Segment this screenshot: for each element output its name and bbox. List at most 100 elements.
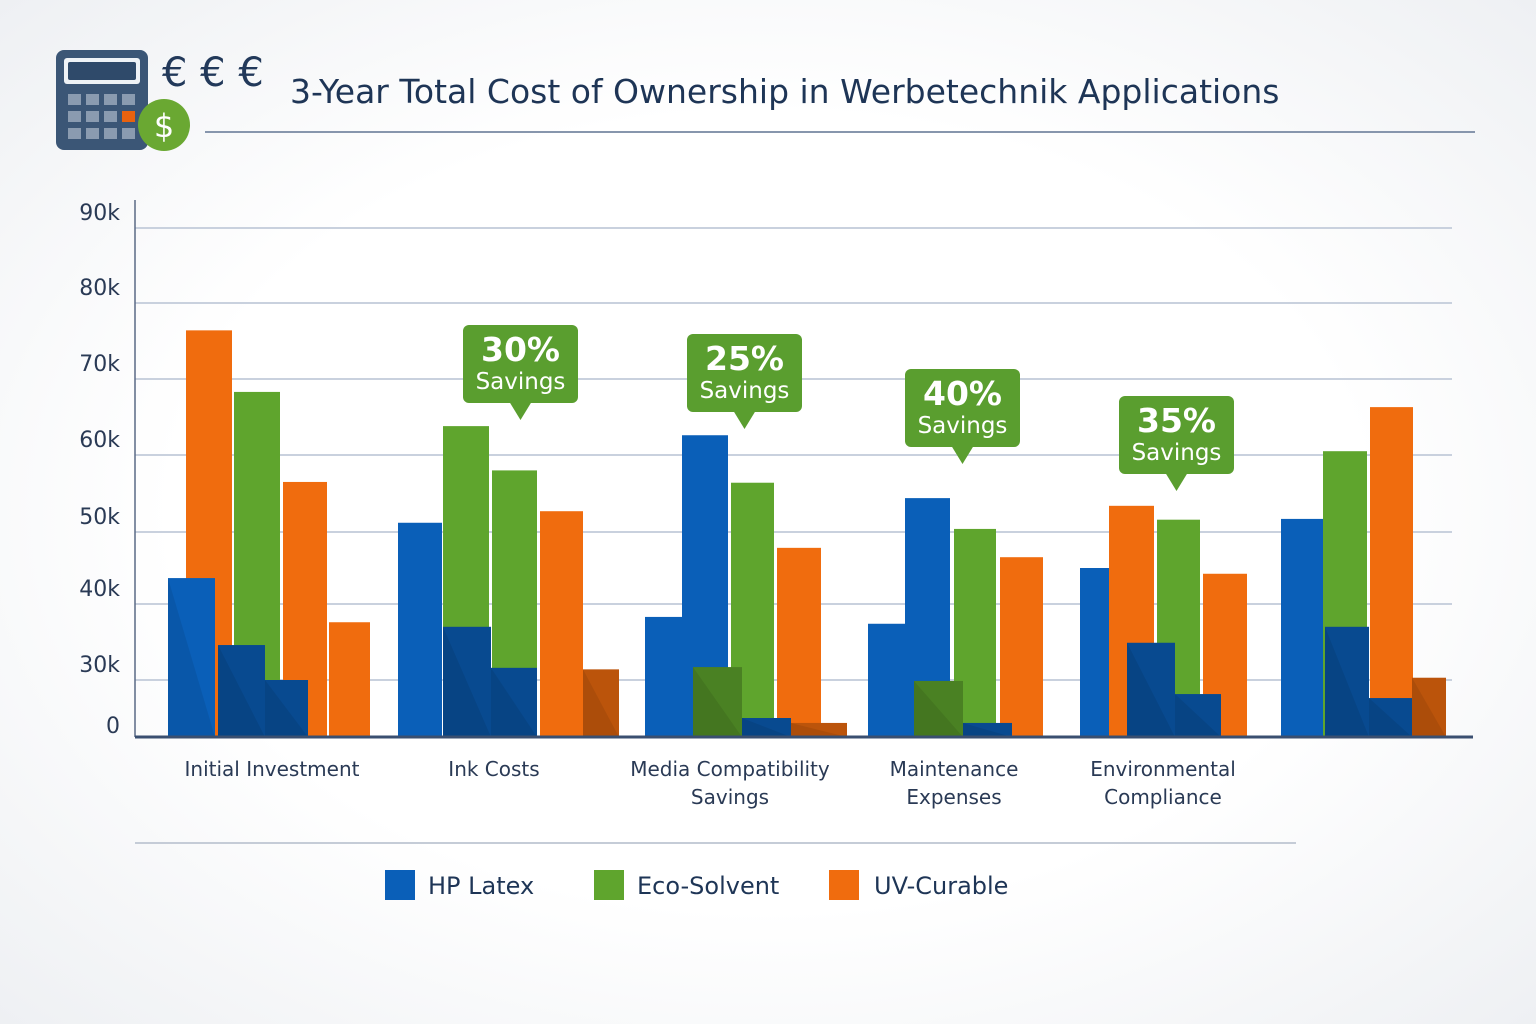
bar-hp-latex-front (1175, 694, 1221, 737)
y-tick-label: 60k (79, 428, 120, 453)
legend-item-eco-solvent: Eco-Solvent (594, 870, 779, 900)
bar-hp-latex-front (168, 578, 215, 737)
bars (168, 330, 1446, 737)
savings-callout: 35%Savings (1119, 396, 1234, 491)
bar-eco-solvent-front (693, 667, 742, 737)
bar-shadow (168, 578, 215, 737)
callout-percent: 30% (481, 330, 560, 369)
bar-shadow (583, 669, 619, 737)
callout-box (1119, 396, 1234, 474)
bar-uv-curable-front (791, 722, 847, 737)
y-tick-label: 80k (79, 276, 120, 301)
bar-group-6 (1281, 407, 1446, 737)
bar-hp-latex-front (1369, 698, 1412, 737)
bar-hp-latex-front (265, 680, 308, 737)
bar-hp-latex-front (742, 718, 791, 737)
bar-group-1 (168, 330, 370, 737)
callout-label: Savings (918, 413, 1008, 439)
bar-shadow (1127, 642, 1175, 737)
bar-uv-curable (1370, 407, 1413, 737)
callout-label: Savings (476, 369, 566, 395)
bar-uv-curable-front (583, 669, 619, 737)
y-tick-label: 0 (106, 714, 120, 739)
bar-group-4 (868, 498, 1043, 737)
y-tick-label: 30k (79, 653, 120, 678)
legend-label: HP Latex (428, 872, 534, 900)
bar-hp-latex-front (1325, 626, 1369, 737)
savings-callout: 30%Savings (463, 325, 578, 420)
bar-hp-latex-front (218, 645, 265, 737)
callout-pointer (1165, 473, 1188, 491)
legend-swatch (594, 870, 624, 900)
bar-shadow (443, 626, 491, 737)
x-category-label: Initial Investment (185, 757, 360, 781)
bar-eco-solvent-front (914, 680, 963, 737)
bar-hp-latex-front (963, 722, 1012, 737)
x-category-label: Media Compatibility (630, 757, 830, 781)
callout-percent: 35% (1137, 401, 1216, 440)
bar-hp-latex-front (443, 626, 491, 737)
legend-label: Eco-Solvent (637, 872, 779, 900)
bar-shadow (963, 722, 1012, 737)
bar-shadow (218, 645, 265, 737)
bar-shadow (1175, 694, 1221, 737)
bar-group-2 (398, 426, 619, 737)
bar-shadow (1369, 698, 1412, 737)
bar-group-5 (1080, 505, 1247, 737)
legend-label: UV-Curable (874, 872, 1008, 900)
x-category-label: Environmental (1090, 757, 1236, 781)
y-tick-label: 50k (79, 505, 120, 530)
y-tick-label: 70k (79, 352, 120, 377)
y-tick-label: 90k (79, 201, 120, 226)
svg-text:$: $ (154, 107, 174, 145)
bar-uv-curable (777, 547, 821, 737)
bar-hp-latex-front (1127, 642, 1175, 737)
bar-hp-latex-front (491, 667, 537, 737)
savings-callout: 40%Savings (905, 369, 1020, 464)
dollar-coin-icon: $ (138, 99, 190, 151)
legend-item-hp-latex: HP Latex (385, 870, 534, 900)
callout-pointer (509, 402, 532, 420)
x-category-label: Expenses (906, 785, 1001, 809)
x-category-label: Compliance (1104, 785, 1222, 809)
callout-label: Savings (700, 378, 790, 404)
bar-hp-latex (398, 522, 442, 737)
callout-box (905, 369, 1020, 447)
chart-title: 3-Year Total Cost of Ownership in Werbet… (290, 72, 1279, 111)
legend: HP Latex Eco-Solvent UV-Curable (385, 870, 1008, 900)
bar-shadow (742, 718, 791, 737)
bar-shadow (1412, 677, 1446, 737)
bar-uv-curable-front (1412, 677, 1446, 737)
callout-pointer (733, 411, 756, 429)
callout-box (687, 334, 802, 412)
x-category-label: Maintenance (890, 757, 1019, 781)
legend-swatch (385, 870, 415, 900)
legend-item-uv-curable: UV-Curable (829, 870, 1008, 900)
bar-group-3 (645, 435, 847, 737)
bar-shadow (693, 667, 742, 737)
bar-uv-curable (329, 622, 370, 737)
bar-shadow (491, 667, 537, 737)
bar-hp-latex (1281, 518, 1323, 737)
callout-pointer (951, 446, 974, 464)
x-axis-labels: Initial Investment Ink Costs Media Compati… (185, 757, 1236, 809)
callout-percent: 40% (923, 374, 1002, 413)
callout-box (463, 325, 578, 403)
bar-shadow (914, 680, 963, 737)
bar-shadow (1325, 626, 1369, 737)
x-category-label: Savings (691, 785, 769, 809)
bar-uv-curable (540, 511, 583, 737)
y-tick-label: 40k (79, 577, 120, 602)
bar-uv-curable (1000, 557, 1043, 737)
callout-label: Savings (1132, 440, 1222, 466)
bar-shadow (265, 680, 308, 737)
y-axis-ticks: 90k 80k 70k 60k 50k 40k 30k 0 (79, 201, 120, 739)
x-category-label: Ink Costs (448, 757, 539, 781)
callout-percent: 25% (705, 339, 784, 378)
bar-shadow (791, 722, 847, 737)
calculator-icon (56, 50, 148, 150)
currency-symbols: € € € (162, 50, 264, 96)
savings-callout: 25%Savings (687, 334, 802, 429)
